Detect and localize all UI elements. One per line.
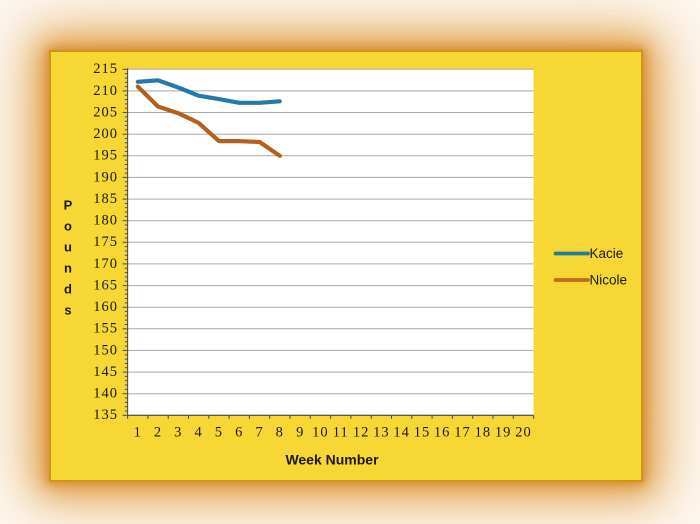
svg-text:11: 11 — [333, 425, 349, 441]
svg-text:12: 12 — [353, 425, 370, 441]
svg-text:n: n — [64, 261, 72, 276]
svg-text:145: 145 — [93, 364, 118, 380]
svg-text:2: 2 — [154, 425, 162, 441]
svg-text:Week Number: Week Number — [285, 451, 379, 467]
svg-text:175: 175 — [93, 234, 118, 250]
svg-text:195: 195 — [93, 148, 118, 164]
svg-text:20: 20 — [515, 425, 532, 441]
svg-text:3: 3 — [174, 425, 182, 441]
svg-text:150: 150 — [93, 342, 118, 358]
svg-text:170: 170 — [93, 256, 118, 272]
svg-text:4: 4 — [194, 425, 202, 441]
svg-text:16: 16 — [434, 425, 451, 441]
svg-text:6: 6 — [235, 425, 243, 441]
svg-text:155: 155 — [93, 321, 118, 337]
svg-text:13: 13 — [373, 425, 390, 441]
svg-text:180: 180 — [93, 213, 118, 229]
svg-text:160: 160 — [93, 299, 118, 315]
svg-text:19: 19 — [495, 425, 512, 441]
svg-text:Nicole: Nicole — [590, 273, 628, 288]
svg-text:d: d — [64, 282, 72, 297]
svg-text:205: 205 — [93, 105, 118, 121]
svg-text:18: 18 — [475, 425, 492, 441]
svg-text:14: 14 — [393, 425, 410, 441]
svg-text:7: 7 — [255, 425, 263, 441]
svg-text:15: 15 — [414, 425, 431, 441]
svg-text:210: 210 — [93, 83, 118, 99]
svg-text:s: s — [64, 303, 71, 318]
svg-text:165: 165 — [93, 278, 118, 294]
svg-text:P: P — [64, 198, 73, 213]
svg-text:190: 190 — [93, 169, 118, 185]
svg-text:135: 135 — [93, 407, 118, 423]
svg-text:o: o — [64, 219, 72, 234]
svg-text:17: 17 — [454, 425, 471, 441]
svg-text:Kacie: Kacie — [590, 246, 624, 261]
svg-text:u: u — [64, 240, 72, 255]
svg-text:140: 140 — [93, 386, 118, 402]
svg-text:185: 185 — [93, 191, 118, 207]
svg-text:9: 9 — [296, 425, 304, 441]
svg-text:8: 8 — [276, 425, 284, 441]
svg-text:10: 10 — [312, 425, 329, 441]
svg-text:215: 215 — [93, 61, 118, 77]
svg-text:200: 200 — [93, 126, 118, 142]
svg-text:5: 5 — [215, 425, 223, 441]
svg-text:1: 1 — [134, 425, 142, 441]
